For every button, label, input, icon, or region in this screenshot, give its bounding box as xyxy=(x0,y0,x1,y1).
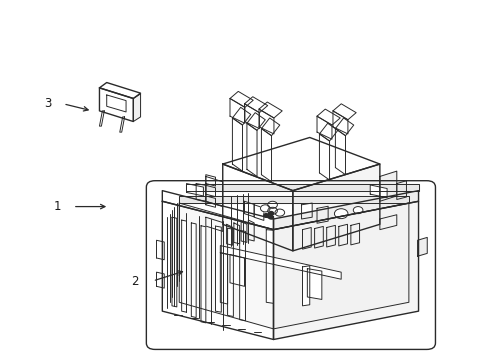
Text: 3: 3 xyxy=(43,97,51,110)
Circle shape xyxy=(268,215,273,219)
Polygon shape xyxy=(332,111,347,134)
Polygon shape xyxy=(396,181,406,199)
Polygon shape xyxy=(99,88,133,122)
Polygon shape xyxy=(229,91,253,107)
Polygon shape xyxy=(99,82,140,99)
Polygon shape xyxy=(179,196,408,203)
Circle shape xyxy=(274,209,284,216)
Polygon shape xyxy=(316,109,340,125)
Polygon shape xyxy=(162,201,273,339)
Polygon shape xyxy=(316,206,327,223)
Polygon shape xyxy=(196,184,205,201)
Polygon shape xyxy=(417,238,427,256)
Polygon shape xyxy=(229,255,244,286)
Polygon shape xyxy=(205,175,215,186)
Polygon shape xyxy=(162,191,273,230)
Polygon shape xyxy=(191,223,196,318)
Polygon shape xyxy=(261,129,271,182)
Polygon shape xyxy=(232,107,250,125)
Polygon shape xyxy=(186,184,418,191)
Polygon shape xyxy=(335,129,345,175)
Circle shape xyxy=(352,207,362,214)
Polygon shape xyxy=(379,215,396,230)
Polygon shape xyxy=(120,117,124,132)
Polygon shape xyxy=(338,224,347,246)
Polygon shape xyxy=(241,221,246,242)
Polygon shape xyxy=(179,203,273,329)
Polygon shape xyxy=(259,109,273,134)
Polygon shape xyxy=(156,272,164,288)
Polygon shape xyxy=(244,104,259,129)
Polygon shape xyxy=(220,246,341,279)
Polygon shape xyxy=(205,185,215,197)
Polygon shape xyxy=(307,269,321,300)
Polygon shape xyxy=(261,118,279,136)
Polygon shape xyxy=(244,201,254,217)
Polygon shape xyxy=(302,228,310,249)
Text: 2: 2 xyxy=(130,275,138,288)
Polygon shape xyxy=(273,203,408,329)
Polygon shape xyxy=(326,225,335,247)
Polygon shape xyxy=(369,185,386,198)
Polygon shape xyxy=(99,111,104,126)
Polygon shape xyxy=(205,196,215,207)
Polygon shape xyxy=(246,113,265,130)
Polygon shape xyxy=(335,118,353,136)
Polygon shape xyxy=(314,226,323,248)
Polygon shape xyxy=(292,164,379,251)
Circle shape xyxy=(334,209,347,219)
Polygon shape xyxy=(233,223,239,244)
Circle shape xyxy=(268,212,273,215)
Polygon shape xyxy=(205,176,223,207)
Polygon shape xyxy=(301,203,311,219)
Polygon shape xyxy=(302,266,309,306)
Polygon shape xyxy=(156,240,164,260)
Polygon shape xyxy=(239,230,245,321)
Polygon shape xyxy=(232,118,242,171)
Polygon shape xyxy=(172,217,177,307)
Polygon shape xyxy=(227,228,233,316)
Polygon shape xyxy=(265,230,273,303)
Polygon shape xyxy=(316,116,331,139)
Polygon shape xyxy=(244,97,267,113)
Circle shape xyxy=(264,214,268,217)
Polygon shape xyxy=(229,99,244,123)
Polygon shape xyxy=(350,223,359,245)
Circle shape xyxy=(267,207,277,215)
Polygon shape xyxy=(201,226,205,323)
Polygon shape xyxy=(226,224,232,245)
Polygon shape xyxy=(273,191,418,230)
Polygon shape xyxy=(205,217,223,231)
Polygon shape xyxy=(259,102,282,118)
Polygon shape xyxy=(248,220,254,241)
Polygon shape xyxy=(181,220,186,312)
Polygon shape xyxy=(133,94,140,122)
Polygon shape xyxy=(186,184,203,196)
Polygon shape xyxy=(319,123,337,141)
Polygon shape xyxy=(254,205,264,220)
Polygon shape xyxy=(223,164,292,251)
Polygon shape xyxy=(379,171,396,201)
Polygon shape xyxy=(319,134,329,180)
Polygon shape xyxy=(246,123,257,176)
Text: 1: 1 xyxy=(53,200,61,213)
Polygon shape xyxy=(106,95,126,112)
Polygon shape xyxy=(220,253,227,304)
Polygon shape xyxy=(332,104,355,120)
Circle shape xyxy=(267,201,277,208)
Polygon shape xyxy=(273,201,418,339)
Polygon shape xyxy=(215,226,221,312)
Circle shape xyxy=(260,205,269,212)
Polygon shape xyxy=(223,138,379,191)
